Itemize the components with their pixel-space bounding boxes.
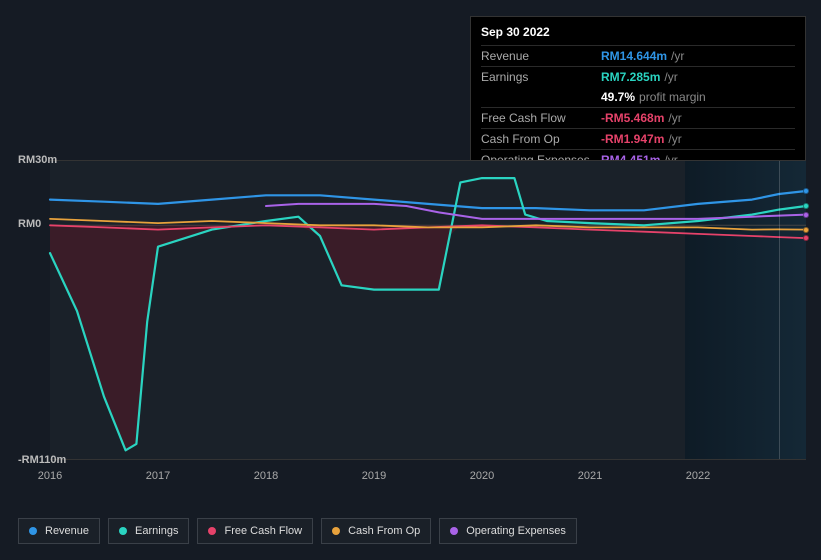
legend-label: Cash From Op [348,525,420,537]
x-tick-label: 2017 [146,470,170,482]
tooltip-row-suffix: profit margin [639,90,706,104]
tooltip-row-value: -RM5.468m [601,111,664,125]
x-tick-label: 2018 [254,470,278,482]
tooltip-row: Free Cash Flow-RM5.468m/yr [481,107,795,128]
x-tick-label: 2019 [362,470,386,482]
series-end-marker [803,235,809,241]
tooltip-row-label: Cash From Op [481,132,601,146]
tooltip-row-label: Earnings [481,70,601,84]
series-end-marker [803,212,809,218]
plot-area[interactable] [50,160,806,460]
legend-label: Free Cash Flow [224,525,302,537]
chart-svg [50,161,806,459]
x-tick-label: 2016 [38,470,62,482]
tooltip-row: Cash From Op-RM1.947m/yr [481,128,795,149]
x-tick-label: 2021 [578,470,602,482]
legend-label: Operating Expenses [466,525,566,537]
tooltip-row: RevenueRM14.644m/yr [481,45,795,66]
tooltip-panel: Sep 30 2022 RevenueRM14.644m/yrEarningsR… [470,16,806,175]
legend-swatch [208,527,216,535]
tooltip-row-suffix: /yr [668,132,681,146]
legend-item-free-cash-flow[interactable]: Free Cash Flow [197,518,313,544]
legend-item-earnings[interactable]: Earnings [108,518,189,544]
tooltip-row-suffix: /yr [671,49,684,63]
series-end-marker [803,227,809,233]
tooltip-date: Sep 30 2022 [481,25,795,39]
legend-swatch [332,527,340,535]
y-tick-label: RM0 [18,218,70,230]
tooltip-row-label: Revenue [481,49,601,63]
series-end-marker [803,188,809,194]
x-tick-label: 2020 [470,470,494,482]
legend-label: Earnings [135,525,178,537]
legend-swatch [119,527,127,535]
tooltip-row: 49.7% profit margin [481,87,795,107]
tooltip-row-suffix: /yr [664,70,677,84]
legend: Revenue Earnings Free Cash Flow Cash From O… [18,518,577,544]
earnings-chart: 2016201720182019202020212022 RevenueEarn… [18,160,808,460]
legend-swatch [29,527,37,535]
tooltip-row-suffix: /yr [668,111,681,125]
tooltip-row-value: RM14.644m [601,49,667,63]
tooltip-row-value: -RM1.947m [601,132,664,146]
x-tick-label: 2022 [686,470,710,482]
tooltip-row-value: RM7.285m [601,70,660,84]
series-end-marker [803,203,809,209]
legend-item-revenue[interactable]: Revenue [18,518,100,544]
tooltip-row-label [481,90,601,104]
legend-item-cash-from-op[interactable]: Cash From Op [321,518,431,544]
legend-label: Revenue [45,525,89,537]
y-tick-label: -RM110m [18,454,70,466]
tooltip-row: EarningsRM7.285m/yr [481,66,795,87]
tooltip-row-value: 49.7% [601,90,635,104]
tooltip-row-label: Free Cash Flow [481,111,601,125]
legend-swatch [450,527,458,535]
legend-item-operating-expenses[interactable]: Operating Expenses [439,518,577,544]
y-tick-label: RM30m [18,154,70,166]
